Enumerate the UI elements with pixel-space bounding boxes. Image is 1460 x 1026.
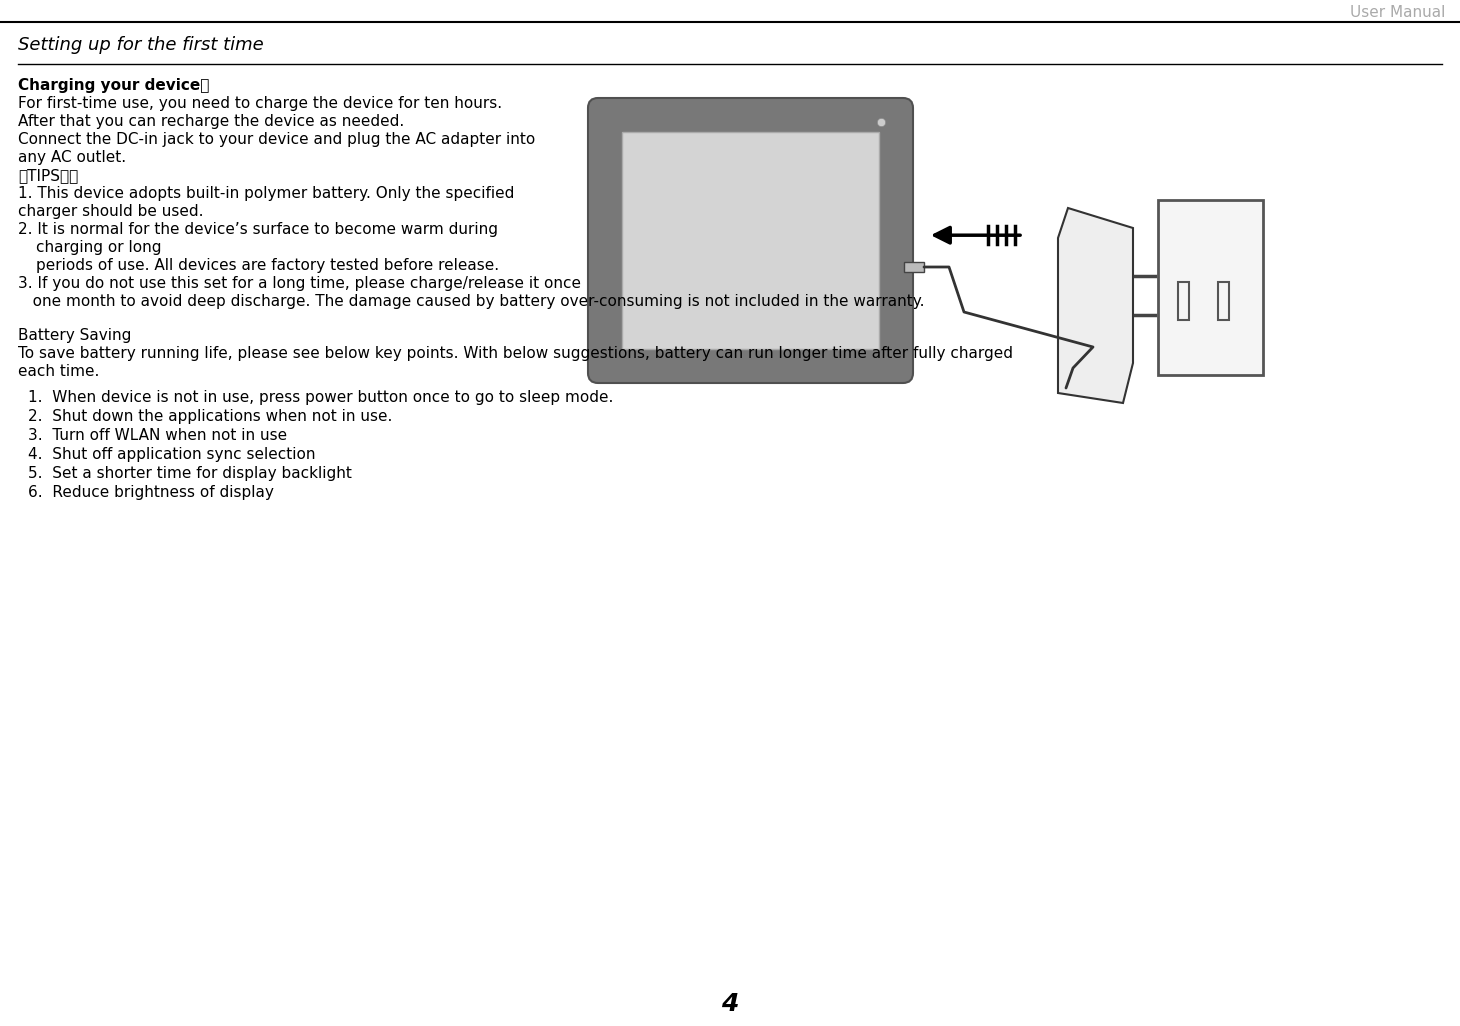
Text: User Manual: User Manual: [1349, 5, 1445, 19]
Text: 6.  Reduce brightness of display: 6. Reduce brightness of display: [28, 485, 274, 500]
Bar: [622, 132, 879, 349]
Text: Battery Saving: Battery Saving: [18, 328, 131, 343]
Text: charging or long: charging or long: [36, 240, 162, 255]
Text: 1. This device adopts built-in polymer battery. Only the specified: 1. This device adopts built-in polymer b…: [18, 186, 514, 201]
Text: 2.  Shut down the applications when not in use.: 2. Shut down the applications when not i…: [28, 409, 393, 424]
Text: each time.: each time.: [18, 364, 99, 379]
Polygon shape: [1058, 208, 1133, 403]
Bar: [1158, 200, 1263, 374]
FancyBboxPatch shape: [588, 98, 912, 383]
Bar: [904, 262, 924, 272]
Text: Setting up for the first time: Setting up for the first time: [18, 36, 264, 54]
Text: Connect the DC-in jack to your device and plug the AC adapter into: Connect the DC-in jack to your device an…: [18, 132, 536, 147]
Text: 3.  Turn off WLAN when not in use: 3. Turn off WLAN when not in use: [28, 428, 288, 443]
Text: To save battery running life, please see below key points. With below suggestion: To save battery running life, please see…: [18, 346, 1013, 361]
Text: For first-time use, you need to charge the device for ten hours.: For first-time use, you need to charge t…: [18, 96, 502, 111]
Bar: [1178, 282, 1188, 320]
Text: Charging your device：: Charging your device：: [18, 78, 209, 93]
Text: one month to avoid deep discharge. The damage caused by battery over-consuming i: one month to avoid deep discharge. The d…: [18, 294, 924, 309]
Text: After that you can recharge the device as needed.: After that you can recharge the device a…: [18, 114, 404, 129]
Text: 4: 4: [721, 992, 739, 1016]
Text: any AC outlet.: any AC outlet.: [18, 150, 126, 165]
Text: 4.  Shut off application sync selection: 4. Shut off application sync selection: [28, 447, 315, 462]
Bar: [1218, 282, 1229, 320]
Text: charger should be used.: charger should be used.: [18, 204, 203, 219]
Text: 1.  When device is not in use, press power button once to go to sleep mode.: 1. When device is not in use, press powe…: [28, 390, 613, 405]
Text: 5.  Set a shorter time for display backlight: 5. Set a shorter time for display backli…: [28, 466, 352, 481]
Text: 3. If you do not use this set for a long time, please charge/release it once: 3. If you do not use this set for a long…: [18, 276, 581, 291]
Text: periods of use. All devices are factory tested before release.: periods of use. All devices are factory …: [36, 258, 499, 273]
Text: 【TIPS】：: 【TIPS】：: [18, 168, 79, 183]
Text: 2. It is normal for the device’s surface to become warm during: 2. It is normal for the device’s surface…: [18, 222, 498, 237]
